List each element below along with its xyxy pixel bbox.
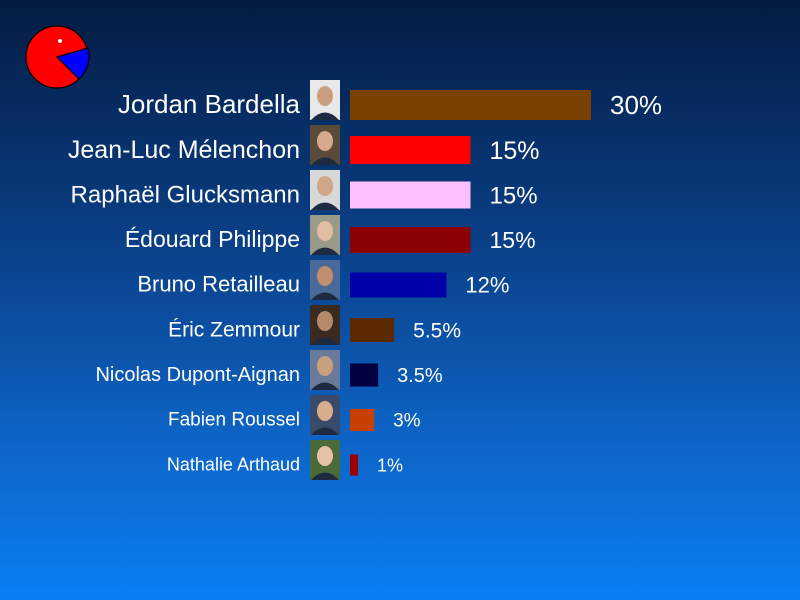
bar: [350, 181, 471, 209]
value-label: 30%: [610, 90, 662, 120]
candidate-name: Jordan Bardella: [118, 89, 301, 119]
bar: [350, 227, 471, 253]
value-label: 5.5%: [413, 319, 461, 342]
candidate-name: Raphaël Glucksmann: [71, 181, 300, 208]
value-label: 3%: [393, 411, 421, 432]
candidate-photo: [310, 440, 340, 480]
bar: [350, 454, 359, 476]
candidate-photo: [310, 350, 340, 390]
candidate-name: Jean-Luc Mélenchon: [68, 136, 300, 164]
bar: [350, 90, 591, 120]
candidate-photo: [310, 170, 340, 210]
candidate-name: Fabien Roussel: [168, 410, 300, 431]
bar: [350, 318, 395, 342]
value-label: 15%: [490, 182, 538, 209]
bar: [350, 136, 471, 164]
value-label: 15%: [490, 137, 540, 165]
pie-logo-icon: [25, 25, 90, 89]
value-label: 3.5%: [397, 365, 443, 387]
candidate-photo: [310, 215, 340, 255]
value-label: 15%: [490, 227, 536, 253]
candidate-name: Nathalie Arthaud: [167, 454, 300, 474]
candidate-name: Éric Zemmour: [168, 318, 300, 341]
bar: [350, 409, 375, 431]
candidate-photo: [310, 395, 340, 435]
candidate-name: Bruno Retailleau: [137, 272, 300, 297]
candidate-photo: [310, 260, 340, 300]
candidate-photo: [310, 125, 340, 165]
candidate-photo: [310, 80, 340, 120]
candidate-name: Édouard Philippe: [125, 226, 300, 252]
bar: [350, 363, 379, 387]
value-label: 1%: [377, 455, 403, 475]
candidate-name: Nicolas Dupont-Aignan: [95, 364, 300, 386]
bar: [350, 272, 447, 298]
value-label: 12%: [465, 273, 509, 298]
candidate-photo: [310, 305, 340, 345]
